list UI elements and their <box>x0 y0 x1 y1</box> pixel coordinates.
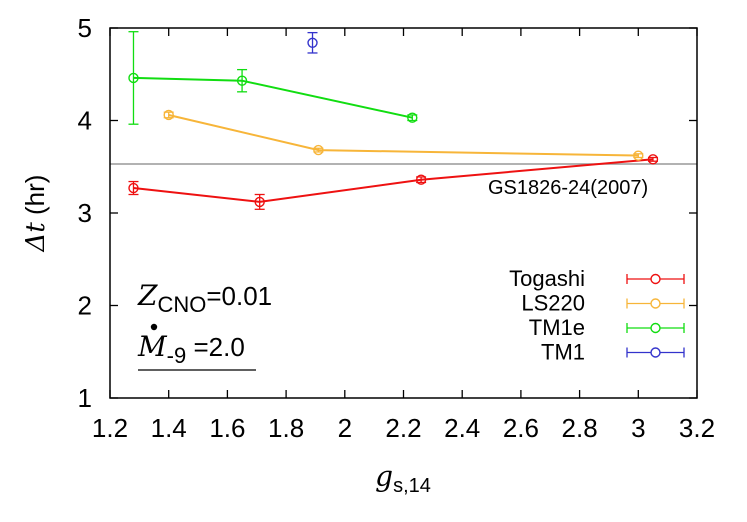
x-axis-label: gs,14 <box>375 460 431 497</box>
mdot-annotation: M-9 =2.0 <box>137 330 245 368</box>
x-tick-label: 2.2 <box>385 413 421 443</box>
zcno-subscript: CNO <box>157 292 206 317</box>
mdot-symbol: M <box>137 330 168 363</box>
legend-marker <box>650 322 661 334</box>
x-tick-label: 3 <box>631 413 645 443</box>
legend-label: TM1e <box>529 315 585 340</box>
legend-item-tm1: TM1 <box>541 340 685 365</box>
mdot-dot <box>150 323 158 331</box>
legend-label: LS220 <box>521 291 585 316</box>
data-point <box>647 154 659 165</box>
x-axis-subscript: s,14 <box>393 475 431 497</box>
x-tick-label: 3.2 <box>679 413 715 443</box>
reference-line-label: GS1826-24(2007) <box>488 177 648 199</box>
x-axis-symbol: g <box>375 460 393 493</box>
error-bar <box>647 156 658 162</box>
error-bar <box>237 68 248 93</box>
legend-item-ls220: LS220 <box>521 291 685 316</box>
error-bar <box>307 31 318 54</box>
series-line-togashi <box>133 158 654 203</box>
x-tick-label: 1.4 <box>151 413 187 443</box>
data-point <box>407 112 418 123</box>
x-tick-label: 2.8 <box>562 413 598 443</box>
error-bar <box>313 147 324 153</box>
x-tick-label: 1.6 <box>209 413 245 443</box>
zcno-value: =0.01 <box>206 281 272 311</box>
data-point <box>633 150 644 161</box>
legend-label: Togashi <box>509 266 585 291</box>
data-point <box>163 109 174 121</box>
legend-marker <box>650 273 661 285</box>
y-axis-unit: (hr) <box>20 175 50 223</box>
legend-marker <box>650 347 661 358</box>
x-tick-label: 1.2 <box>92 413 128 443</box>
data-point <box>128 72 139 84</box>
x-tick-label: 2 <box>338 413 352 443</box>
mdot-value: =2.0 <box>186 332 245 362</box>
legend-label: TM1 <box>541 340 585 365</box>
legend-item-togashi: Togashi <box>509 266 685 291</box>
error-bar <box>128 31 139 125</box>
y-axis-symbol: Δt <box>21 222 51 253</box>
zcno-symbol: Z <box>137 279 158 312</box>
data-point <box>254 196 265 208</box>
y-tick-label: 5 <box>78 13 92 43</box>
y-tick-label: 3 <box>78 198 92 228</box>
y-axis-ticks: 1 2 3 4 5 <box>78 13 697 413</box>
data-point <box>313 144 324 156</box>
y-tick-label: 4 <box>78 106 92 136</box>
x-axis-ticks: 1.2 1.4 1.6 1.8 2 2.2 2.4 2.6 2.8 3 3.2 <box>92 28 715 443</box>
x-tick-label: 2.4 <box>444 413 480 443</box>
data-point <box>236 75 248 86</box>
series-tm1e <box>128 31 418 125</box>
data-point <box>128 182 139 194</box>
y-axis-label: Δt (hr) <box>20 175 51 253</box>
series-tm1 <box>307 31 318 54</box>
data-point <box>415 174 427 185</box>
legend-item-tm1e: TM1e <box>529 315 685 340</box>
plot-layer: GS1826-24(2007) 1.2 1.4 1.6 1.8 2 2.2 2.4 2.6 2.8… <box>20 13 715 497</box>
series-ls220 <box>163 109 644 161</box>
x-tick-label: 2.6 <box>503 413 539 443</box>
data-point <box>307 37 318 48</box>
y-tick-label: 2 <box>78 291 92 321</box>
error-bar <box>633 153 644 159</box>
x-tick-label: 1.8 <box>268 413 304 443</box>
series-togashi <box>128 154 659 210</box>
y-tick-label: 1 <box>78 383 92 413</box>
mdot-subscript: -9 <box>167 343 187 368</box>
zcno-annotation: ZCNO=0.01 <box>137 279 272 317</box>
legend-marker <box>650 298 661 309</box>
